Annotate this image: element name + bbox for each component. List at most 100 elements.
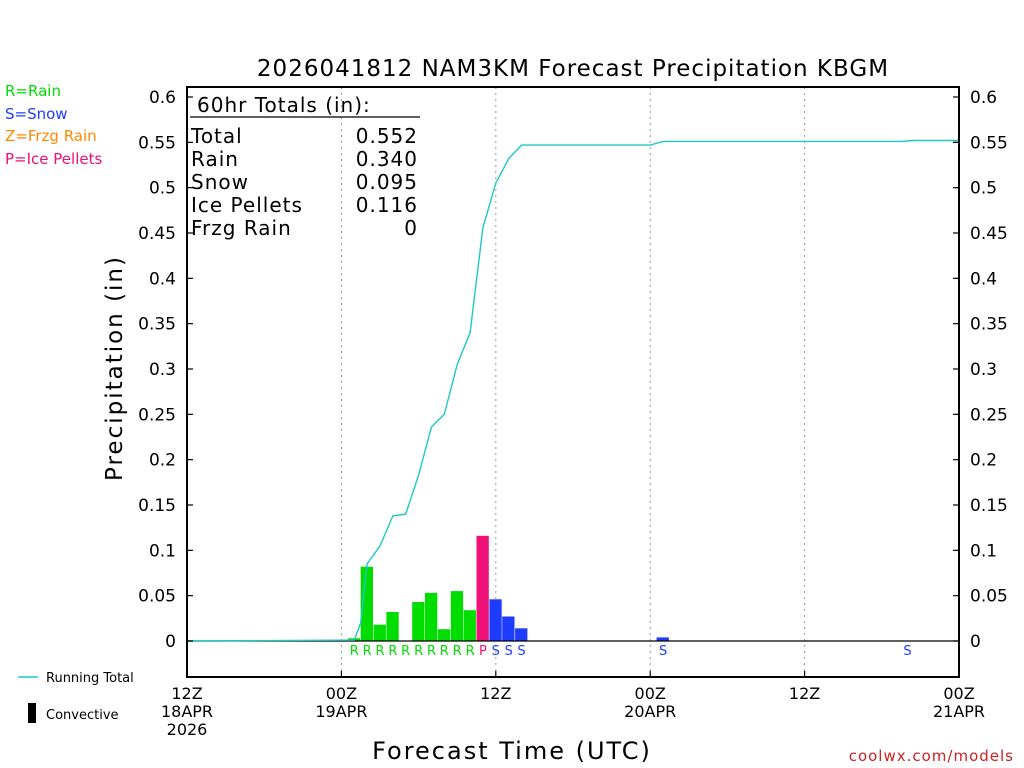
- y-tick-label-left: 0.6: [149, 88, 176, 108]
- x-tick-label: 18APR: [161, 702, 213, 721]
- legend-convective: Convective: [46, 708, 119, 723]
- y-tick-label-right: 0.6: [970, 88, 997, 108]
- y-tick-label-right: 0.35: [970, 315, 1008, 335]
- y-tick-label-left: 0.1: [149, 541, 176, 561]
- source-credit[interactable]: coolwx.com/models: [849, 747, 1014, 765]
- y-tick-label-left: 0.35: [138, 315, 176, 335]
- convective-legend-swatch: [28, 703, 36, 723]
- y-tick-label-left: 0: [165, 632, 176, 652]
- frzg-rain-value: 0: [404, 216, 418, 240]
- totals-header: 60hr Totals (in):: [197, 93, 371, 117]
- type-label: R: [453, 644, 462, 659]
- y-tick-label-right: 0.15: [970, 496, 1008, 516]
- snow-label: Snow: [191, 170, 249, 194]
- totals-rows: Total 0.552 Rain 0.340 Snow 0.095 Ice Pe…: [190, 124, 418, 240]
- rain-value: 0.340: [356, 147, 418, 171]
- rain-label: Rain: [191, 147, 239, 171]
- y-tick-label-right: 0: [970, 632, 981, 652]
- precip-bar: [360, 566, 373, 641]
- precip-bar: [515, 628, 528, 641]
- x-tick-label: 00Z: [943, 684, 974, 703]
- type-label: R: [363, 644, 372, 659]
- precip-bar: [476, 535, 489, 641]
- y-tick-label-left: 0.25: [138, 405, 176, 425]
- precip-bar: [437, 629, 451, 641]
- totals-box: 60hr Totals (in): Total 0.552 Rain 0.340…: [190, 93, 420, 240]
- plot-frame: [186, 86, 960, 678]
- type-label: R: [414, 644, 423, 659]
- vertical-gridlines: [340, 87, 806, 677]
- y-tick-label-right: 0.55: [970, 133, 1008, 153]
- y-axis-label: Precipitation (in): [102, 255, 128, 481]
- type-label: P: [479, 644, 487, 659]
- x-tick-label: 00Z: [635, 684, 666, 703]
- y-axis-left: 0 0.05 0.1 0.15 0.2 0.25 0.3 0.35 0.4 0.45 0.5 0.55…: [138, 88, 193, 652]
- y-tick-label-right: 0.05: [970, 587, 1008, 607]
- legend-rain: R=Rain: [5, 82, 61, 100]
- precip-bar: [489, 599, 502, 641]
- y-tick-label-left: 0.2: [149, 451, 176, 471]
- y-tick-label-right: 0.3: [970, 360, 997, 380]
- x-tick-label: 12Z: [789, 684, 820, 703]
- x-tick-label: 2026: [167, 720, 208, 739]
- precip-bar: [463, 610, 476, 641]
- type-label: S: [659, 644, 667, 659]
- y-tick-label-right: 0.5: [970, 179, 997, 199]
- type-label: R: [375, 644, 384, 659]
- legend-ice-pellets: P=Ice Pellets: [5, 150, 102, 168]
- running-total-group: [186, 139, 959, 642]
- y-tick-label-left: 0.3: [149, 360, 176, 380]
- y-tick-label-right: 0.25: [970, 405, 1008, 425]
- x-tick-label: 19APR: [315, 702, 367, 721]
- legend-running-total: Running Total: [46, 671, 134, 686]
- y-tick-label-right: 0.4: [970, 269, 997, 289]
- x-tick-label: 20APR: [624, 702, 676, 721]
- y-tick-label-left: 0.45: [138, 224, 176, 244]
- precip-bar: [386, 612, 399, 641]
- y-tick-label-left: 0.15: [138, 496, 176, 516]
- y-tick-label-left: 0.4: [149, 269, 176, 289]
- y-tick-label-right: 0.2: [970, 451, 997, 471]
- precip-bar: [450, 591, 464, 641]
- legend-frzg-rain: Z=Frzg Rain: [5, 127, 97, 145]
- precip-bar: [656, 637, 669, 641]
- type-label: R: [466, 644, 475, 659]
- y-tick-label-right: 0.1: [970, 541, 997, 561]
- precip-bar: [425, 592, 438, 641]
- y-tick-label-left: 0.5: [149, 179, 176, 199]
- precip-bar: [412, 602, 425, 641]
- type-label: R: [401, 644, 410, 659]
- total-value: 0.552: [356, 124, 418, 148]
- type-label: S: [492, 644, 500, 659]
- frzg-rain-label: Frzg Rain: [191, 216, 292, 240]
- chart-title: 2026041812 NAM3KM Forecast Precipitation…: [257, 56, 889, 82]
- precip-type-legend: R=Rain S=Snow Z=Frzg Rain P=Ice Pellets: [5, 82, 102, 168]
- y-axis-right: 0 0.05 0.1 0.15 0.2 0.25 0.3 0.35 0.4 0.45 0.5 0.55…: [953, 88, 1008, 652]
- snow-value: 0.095: [356, 170, 418, 194]
- type-label: S: [903, 644, 911, 659]
- type-label: S: [505, 644, 513, 659]
- x-tick-label: 12Z: [480, 684, 511, 703]
- precip-bar: [373, 624, 386, 641]
- x-axis-label: Forecast Time (UTC): [372, 737, 652, 765]
- running-total-line: [186, 139, 959, 642]
- type-label: R: [388, 644, 397, 659]
- x-tick-label: 12Z: [171, 684, 202, 703]
- ice-pellets-value: 0.116: [356, 193, 418, 217]
- type-label: R: [440, 644, 449, 659]
- y-tick-label-left: 0.55: [138, 133, 176, 153]
- x-tick-label: 00Z: [326, 684, 357, 703]
- y-tick-label-left: 0.05: [138, 587, 176, 607]
- type-label: R: [350, 644, 359, 659]
- ice-pellets-label: Ice Pellets: [191, 193, 303, 217]
- precip-bars: [347, 535, 669, 641]
- type-label: R: [427, 644, 436, 659]
- y-tick-label-right: 0.45: [970, 224, 1008, 244]
- precip-bar: [502, 616, 515, 641]
- x-tick-label: 21APR: [933, 702, 985, 721]
- line-legend: Running Total Convective: [18, 671, 134, 723]
- type-label: S: [517, 644, 525, 659]
